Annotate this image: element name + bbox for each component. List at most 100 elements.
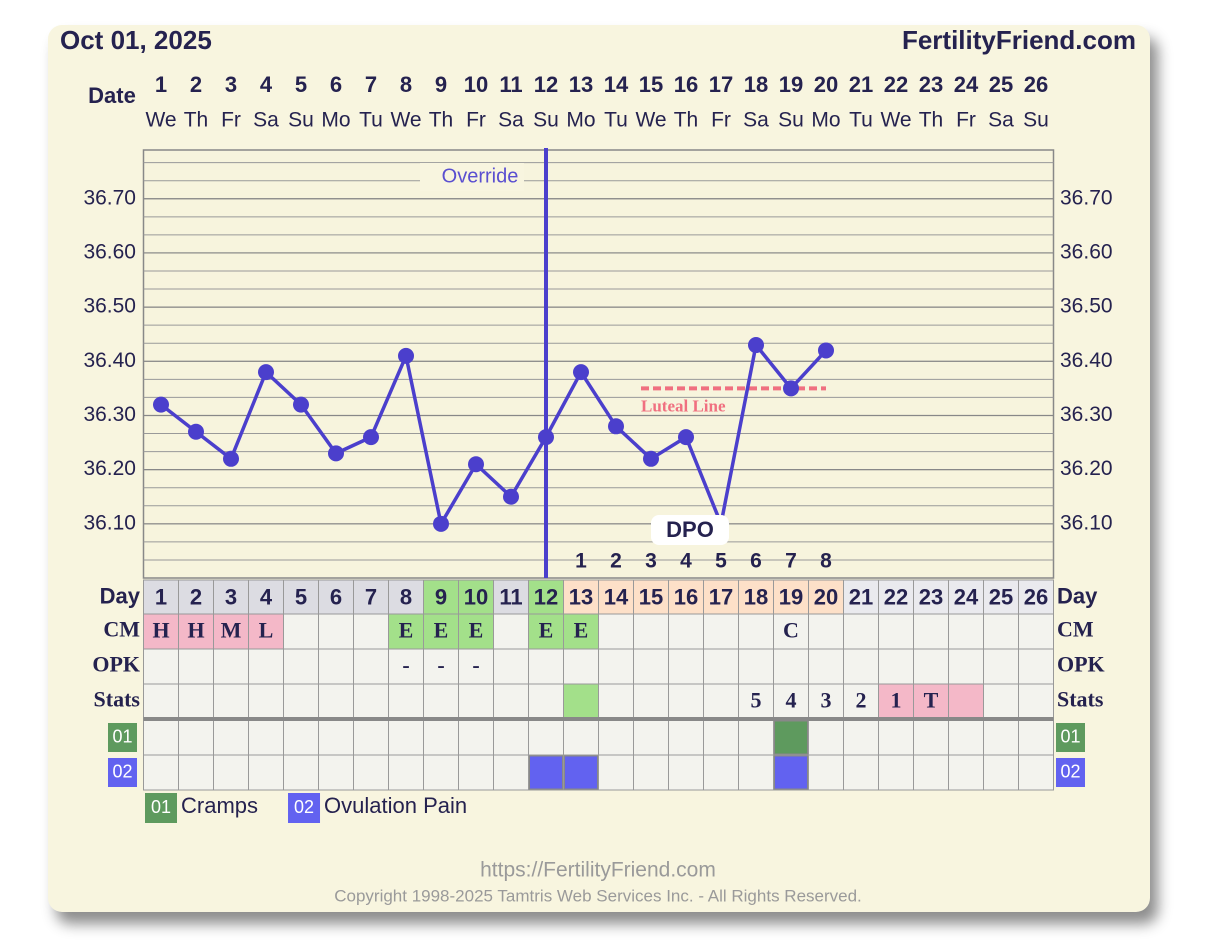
opk-value: - [437,653,444,678]
date-number: 19 [779,72,803,97]
row-label: Day [100,583,141,608]
cell [423,683,459,720]
cell [843,719,879,756]
stats-value: 5 [751,688,762,713]
cell [948,719,984,756]
weekday: Su [778,109,804,132]
cell [563,683,599,720]
cell [283,754,319,791]
legend-code: 02 [294,797,314,817]
temperature-point [188,423,204,440]
dpo-number: 6 [750,550,762,573]
y-tick-label: 36.70 [83,186,136,209]
cell [458,613,494,650]
cell [878,648,914,685]
cm-value: C [783,618,799,643]
cell [143,683,179,720]
cell [808,719,844,756]
cell [388,579,424,616]
plot-area [142,149,1055,579]
day_row-value: 21 [849,584,873,609]
cell [738,648,774,685]
cell [318,648,354,685]
cell [948,683,984,720]
cell [248,648,284,685]
cell [598,754,634,791]
cell [213,683,249,720]
weekday: We [880,109,911,132]
dpo-number: 5 [715,550,727,573]
temperature-point [258,364,274,381]
legend-swatch [145,793,177,823]
cell [668,683,704,720]
cell [248,683,284,720]
chart-title: Oct 01, 2025 [60,25,212,55]
day_row-value: 11 [499,584,522,609]
date-number: 21 [849,72,873,97]
badge-right [1056,758,1085,787]
date-number: 22 [884,72,908,97]
cell [983,683,1019,720]
weekday: Su [1023,109,1049,132]
cell [388,613,424,650]
date-number: 25 [989,72,1013,97]
cell [178,648,214,685]
day_row-value: 19 [779,584,803,609]
cm-value: E [399,618,414,643]
legend-swatch [288,793,321,823]
temperature-point [293,396,309,413]
cell [703,683,739,720]
day_row-value: 10 [464,584,488,609]
dpo-number: 1 [575,550,587,573]
day_row-value: 14 [604,584,629,609]
cell [318,613,354,650]
badge-right-text: 01 [1060,726,1080,746]
cell [878,719,914,756]
cell [458,754,494,791]
cell [598,719,634,756]
cell [633,613,669,650]
date-number: 14 [604,72,629,97]
date-number: 4 [260,72,273,97]
cell [633,648,669,685]
cell [808,613,844,650]
cell [948,754,984,791]
cell [213,754,249,791]
date-number: 9 [435,72,447,97]
cell [843,648,879,685]
cell [213,648,249,685]
temperature-point [608,418,624,435]
cm-value: E [574,618,589,643]
date-number: 3 [225,72,237,97]
cell [528,683,564,720]
cell [633,719,669,756]
row-label-right: OPK [1057,652,1105,677]
cell [703,754,739,791]
temperature-point [433,515,449,532]
y-tick-label-right: 36.70 [1060,186,1113,209]
weekday: Mo [811,109,840,132]
footer-copyright: Copyright 1998-2025 Tamtris Web Services… [334,886,862,905]
legend-code: 01 [151,797,171,817]
cell [1018,579,1054,616]
y-tick-label-right: 36.50 [1060,295,1113,318]
cell [1018,719,1054,756]
day_row-value: 16 [674,584,698,609]
y-tick-label: 36.30 [83,403,136,426]
cell [843,683,879,720]
date-number: 10 [464,72,488,97]
cell [493,683,529,720]
opk-value: - [472,653,479,678]
cell [143,754,179,791]
symptom-mark [529,755,563,790]
dpo-label-bg [651,515,729,545]
symptom-mark [564,755,598,790]
cell [563,719,599,756]
weekday: Sa [498,109,524,132]
cell [318,754,354,791]
row-label-right: CM [1057,617,1094,642]
date-number: 17 [709,72,733,97]
cell [283,683,319,720]
y-tick-label: 36.60 [83,240,136,263]
date-number: 8 [400,72,412,97]
